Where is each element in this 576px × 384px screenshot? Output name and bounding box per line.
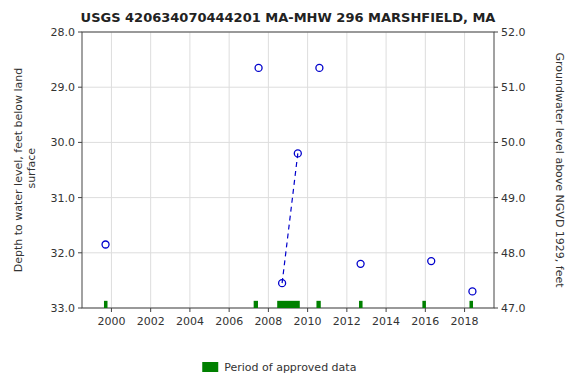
approved-period bbox=[359, 301, 363, 308]
tick-label-x: 2000 bbox=[97, 315, 125, 328]
grid-line-x bbox=[111, 32, 112, 308]
grid-line-y bbox=[82, 142, 494, 143]
tick-y2 bbox=[494, 308, 498, 309]
background bbox=[0, 0, 576, 384]
approved-period bbox=[469, 301, 473, 308]
tick-x bbox=[268, 308, 269, 312]
grid-line-y bbox=[82, 87, 494, 88]
plot-area bbox=[102, 64, 476, 308]
y2-axis-label: Groundwater level above NGVD 1929, feet bbox=[553, 52, 566, 288]
plot-frame bbox=[82, 32, 494, 308]
tick-x bbox=[150, 308, 151, 312]
grid-line-x bbox=[425, 32, 426, 308]
tick-label-x: 2002 bbox=[137, 315, 165, 328]
tick-label-y: 33.0 bbox=[51, 302, 76, 315]
approved-period bbox=[277, 301, 300, 308]
tick-x bbox=[464, 308, 465, 312]
grid-line-y bbox=[82, 252, 494, 253]
tick-label-x: 2008 bbox=[254, 315, 282, 328]
grid-line-y bbox=[82, 197, 494, 198]
tick-label-y: 32.0 bbox=[51, 247, 76, 260]
tick-label-y2: 48.0 bbox=[501, 247, 526, 260]
tick-label-y2: 51.0 bbox=[501, 81, 526, 94]
tick-label-x: 2014 bbox=[372, 315, 400, 328]
legend-label: Period of approved data bbox=[224, 361, 356, 374]
grid bbox=[82, 32, 494, 308]
grid-line-x bbox=[150, 32, 151, 308]
tick-label-y2: 49.0 bbox=[501, 192, 526, 205]
tick-x bbox=[307, 308, 308, 312]
chart: 2000 2002 2004 2006 2008 2010 2012 2014 2016 2018… bbox=[0, 0, 576, 384]
data-point bbox=[294, 150, 301, 157]
legend: Period of approved data bbox=[202, 361, 356, 374]
approved-period bbox=[422, 301, 426, 308]
grid-line-x bbox=[268, 32, 269, 308]
grid-line-x bbox=[229, 32, 230, 308]
grid-line-x bbox=[464, 32, 465, 308]
tick-label-y2: 47.0 bbox=[501, 302, 526, 315]
tick-x bbox=[386, 308, 387, 312]
data-point bbox=[102, 241, 109, 248]
tick-x bbox=[189, 308, 190, 312]
tick-label-x: 2016 bbox=[411, 315, 439, 328]
tick-label-x: 2006 bbox=[215, 315, 243, 328]
tick-y2 bbox=[494, 197, 498, 198]
tick-label-x: 2018 bbox=[451, 315, 479, 328]
tick-label-y: 28.0 bbox=[51, 26, 76, 39]
tick-label-y: 30.0 bbox=[51, 136, 76, 149]
title: USGS 420634070444201 MA-MHW 296 MARSHFIE… bbox=[81, 10, 496, 25]
approved-period bbox=[316, 301, 320, 308]
y-axis-label: Depth to water level, feet below land su… bbox=[12, 68, 38, 273]
legend-swatch bbox=[202, 362, 218, 372]
grid-line-x bbox=[386, 32, 387, 308]
approved-period bbox=[104, 301, 108, 308]
tick-y bbox=[78, 308, 82, 309]
grid-line-x bbox=[189, 32, 190, 308]
tick-label-y2: 50.0 bbox=[501, 136, 526, 149]
connecting-line bbox=[282, 153, 298, 283]
tick-label-x: 2004 bbox=[176, 315, 204, 328]
axes: 2000 2002 2004 2006 2008 2010 2012 2014 2016 2018… bbox=[51, 26, 526, 328]
tick-label-y2: 52.0 bbox=[501, 26, 526, 39]
grid-line-x bbox=[346, 32, 347, 308]
tick-label-x: 2012 bbox=[333, 315, 361, 328]
data-point bbox=[316, 64, 323, 71]
tick-y2 bbox=[494, 32, 498, 33]
tick-label-y: 29.0 bbox=[51, 81, 76, 94]
tick-y bbox=[78, 197, 82, 198]
tick-y2 bbox=[494, 87, 498, 88]
data-point bbox=[469, 288, 476, 295]
tick-label-x: 2010 bbox=[294, 315, 322, 328]
tick-y2 bbox=[494, 142, 498, 143]
tick-y bbox=[78, 32, 82, 33]
tick-y bbox=[78, 252, 82, 253]
tick-x bbox=[229, 308, 230, 312]
tick-x bbox=[425, 308, 426, 312]
data-point bbox=[279, 280, 286, 287]
grid-line-x bbox=[307, 32, 308, 308]
tick-y bbox=[78, 87, 82, 88]
tick-x bbox=[111, 308, 112, 312]
tick-label-y: 31.0 bbox=[51, 192, 76, 205]
approved-period bbox=[254, 301, 258, 308]
data-point bbox=[357, 260, 364, 267]
tick-y2 bbox=[494, 252, 498, 253]
tick-y bbox=[78, 142, 82, 143]
data-point bbox=[428, 258, 435, 265]
data-point bbox=[255, 64, 262, 71]
tick-x bbox=[346, 308, 347, 312]
